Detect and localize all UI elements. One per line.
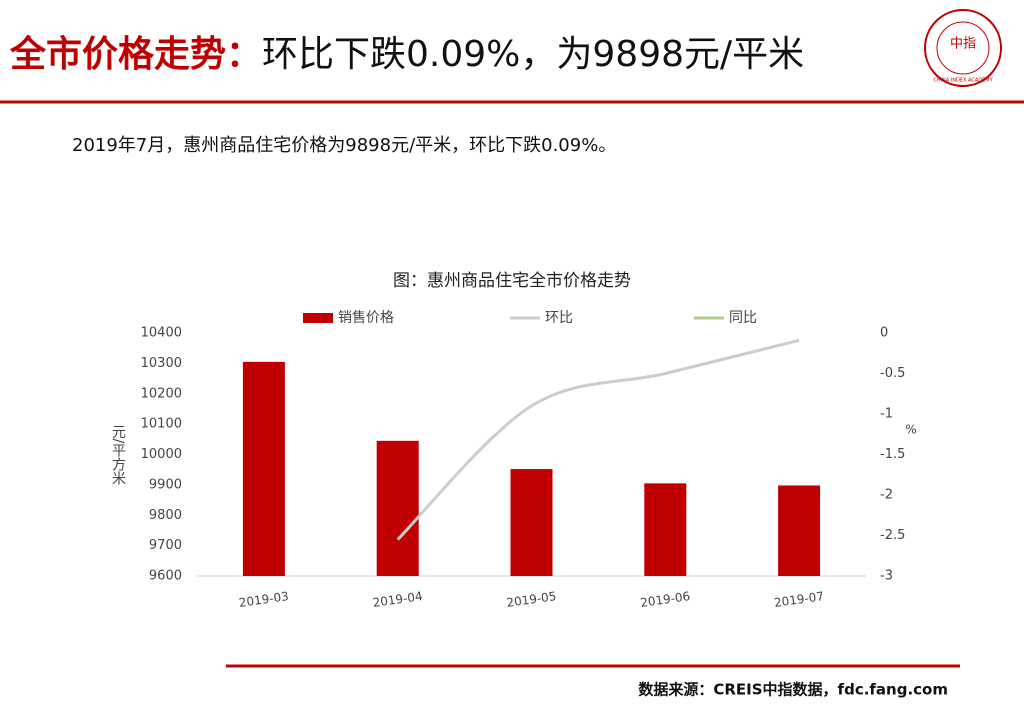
x-tick-label: 2019-07 [773,589,825,610]
y2-tick-label: 0 [880,326,888,341]
bar [376,440,419,576]
y-tick-label: 9900 [149,477,182,492]
y-tick-label: 10000 [141,447,182,462]
y2-tick-label: -2 [880,488,893,503]
summary: 2019年7月，惠州商品住宅价格为9898元/平米，环比下跌0.09%。 [72,135,616,156]
logo-text: 中指 [950,37,976,52]
bar [510,469,553,576]
y-tick-label: 9600 [149,569,182,584]
x-tick-label: 2019-03 [238,589,290,610]
y-tick-label: 10300 [141,356,182,371]
y-tick-label: 10400 [141,326,182,341]
legend-swatch [303,313,333,323]
y2-tick-label: -3 [880,569,893,584]
y2-tick-label: -0.5 [880,366,905,381]
legend-label: 同比 [729,310,757,326]
y-tick-label: 9700 [149,538,182,553]
logo-caption: CHINA INDEX ACADEMY [933,78,993,84]
x-tick-label: 2019-05 [506,589,558,610]
x-tick-label: 2019-04 [372,589,424,610]
source: 数据来源：CREIS中指数据，fdc.fang.com [638,681,948,699]
header-title-red: 全市价格走势： [9,33,262,75]
line [396,338,800,541]
bar [778,485,821,576]
y2-tick-label: -1 [880,407,893,422]
y-tick-label: 10100 [141,417,182,432]
y2-tick-label: -2.5 [880,528,905,543]
legend-label: 销售价格 [338,310,394,326]
y-tick-label: 9800 [149,508,182,523]
y-tick-label: 10200 [141,386,182,401]
y2-axis-label: % [905,423,916,437]
logo-ring [936,21,990,75]
y2-tick-label: -1.5 [880,447,905,462]
bar [242,361,285,576]
header-title-black: 环比下跌0.09%，为9898元/平米 [262,34,804,75]
y-axis-label: 元/平方米 [110,425,126,486]
chart-title: 图：惠州商品住宅全市价格走势 [393,271,631,291]
bar [644,483,687,576]
logo [924,9,1002,87]
legend-label: 环比 [545,310,573,326]
x-tick-label: 2019-06 [639,589,691,610]
